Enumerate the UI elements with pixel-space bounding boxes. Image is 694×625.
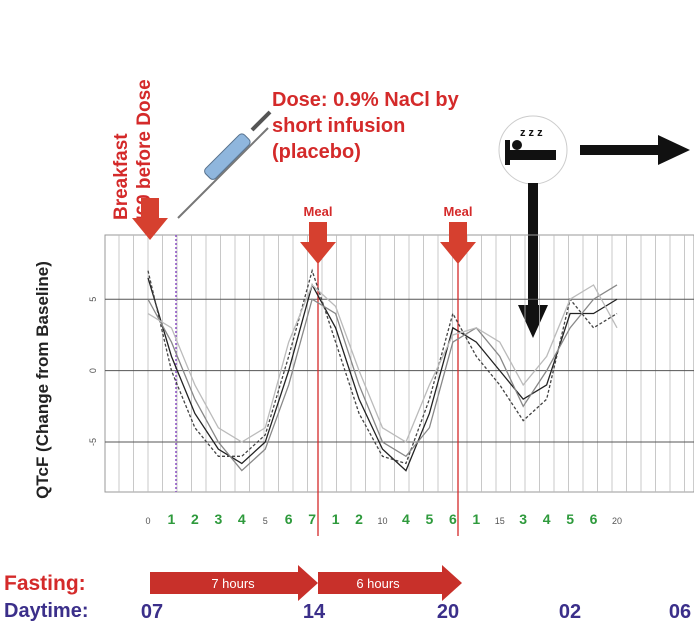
x-tick-label: 0: [145, 516, 150, 526]
syringe-icon: [177, 110, 272, 219]
arrow: [518, 135, 690, 338]
daytime-value: 06: [669, 601, 691, 623]
breakfast-label: Breakfast: [111, 133, 132, 220]
series-line: [147, 283, 618, 443]
x-tick-label: 5: [263, 516, 268, 526]
daytime-value: 07: [141, 601, 163, 623]
x-tick-label: 1: [168, 511, 176, 527]
x-tick-label: 7: [308, 511, 316, 527]
x-tick-label: 5: [426, 511, 434, 527]
x-tick-label: 6: [449, 511, 457, 527]
x-tick-label: 20: [612, 516, 622, 526]
meal-label: Meal: [304, 204, 333, 219]
fasting-period: 6 hours: [356, 576, 400, 591]
fasting-period: 7 hours: [211, 576, 255, 591]
x-tick-label: 3: [214, 511, 222, 527]
x-tick-label: 3: [519, 511, 527, 527]
x-tick-label: 4: [402, 511, 410, 527]
daytime-value: 20: [437, 601, 459, 623]
x-tick-label: 6: [590, 511, 598, 527]
x-tick-label: 4: [238, 511, 246, 527]
daytime-label: Daytime:: [4, 600, 88, 622]
y-tick-label: 0: [88, 368, 98, 373]
fasting-arrow: [150, 565, 462, 601]
series-line: [147, 268, 618, 465]
chart-title: Dose: 0.9% NaCl by short infusion (placebo…: [272, 89, 460, 163]
daytime-value: 02: [559, 601, 581, 623]
fasting-label: Fasting:: [4, 572, 86, 595]
x-tick-label: 6: [285, 511, 293, 527]
series-line: [147, 277, 618, 472]
y-axis-label: QTcF (Change from Baseline): [33, 261, 52, 499]
red-arrow: [440, 222, 476, 264]
x-tick-label: 2: [191, 511, 199, 527]
x-tick-label: 1: [332, 511, 340, 527]
series-line: [147, 284, 618, 472]
meal-label: Meal: [444, 204, 473, 219]
y-tick-label: 5: [88, 297, 98, 302]
sleep-icon: z z z: [498, 115, 568, 185]
x-tick-label: 1: [472, 511, 480, 527]
x-tick-label: 2: [355, 511, 363, 527]
x-tick-label: 10: [377, 516, 387, 526]
plot-frame: [104, 234, 694, 493]
breakfast-label: '60 before Dose: [134, 79, 155, 220]
y-tick-label: -5: [88, 438, 98, 446]
daytime-value: 14: [303, 601, 326, 623]
x-tick-label: 5: [566, 511, 574, 527]
red-arrow: [132, 198, 168, 240]
x-tick-label: 4: [543, 511, 551, 527]
svg-text:z z z: z z z: [520, 127, 543, 139]
x-tick-label: 15: [495, 516, 505, 526]
red-arrow: [300, 222, 336, 264]
